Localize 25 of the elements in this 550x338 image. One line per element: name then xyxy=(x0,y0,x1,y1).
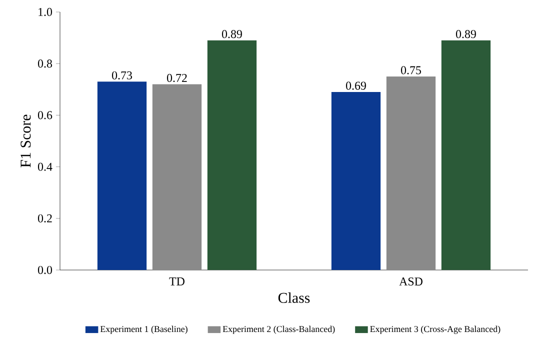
bar xyxy=(207,40,257,270)
y-axis-title: F1 Score xyxy=(20,114,31,168)
legend-label: Experiment 3 (Cross-Age Balanced) xyxy=(370,326,500,334)
y-tick-label: 0.8 xyxy=(38,60,52,68)
x-axis-title: Class xyxy=(278,292,310,303)
bar xyxy=(441,40,491,270)
legend-label: Experiment 1 (Baseline) xyxy=(100,326,188,334)
x-tick-label: ASD xyxy=(399,278,422,286)
y-tick-label: 0.6 xyxy=(38,111,52,120)
bar xyxy=(97,82,147,270)
bar xyxy=(386,76,436,270)
y-tick-label: 0.2 xyxy=(38,214,52,222)
data-label: 0.89 xyxy=(222,30,242,38)
bar xyxy=(331,92,381,270)
x-tick-label: TD xyxy=(169,278,184,286)
y-tick-label: 0.4 xyxy=(38,162,52,171)
y-tick-label: 1.0 xyxy=(38,8,52,16)
bar xyxy=(152,84,202,270)
y-tick-label: 0.0 xyxy=(38,266,52,274)
legend-label: Experiment 2 (Class-Balanced) xyxy=(222,326,335,334)
data-label: 0.89 xyxy=(456,30,476,38)
data-label: 0.69 xyxy=(346,82,366,90)
data-label: 0.75 xyxy=(400,66,421,74)
data-label: 0.73 xyxy=(112,71,132,80)
data-label: 0.72 xyxy=(166,74,187,82)
